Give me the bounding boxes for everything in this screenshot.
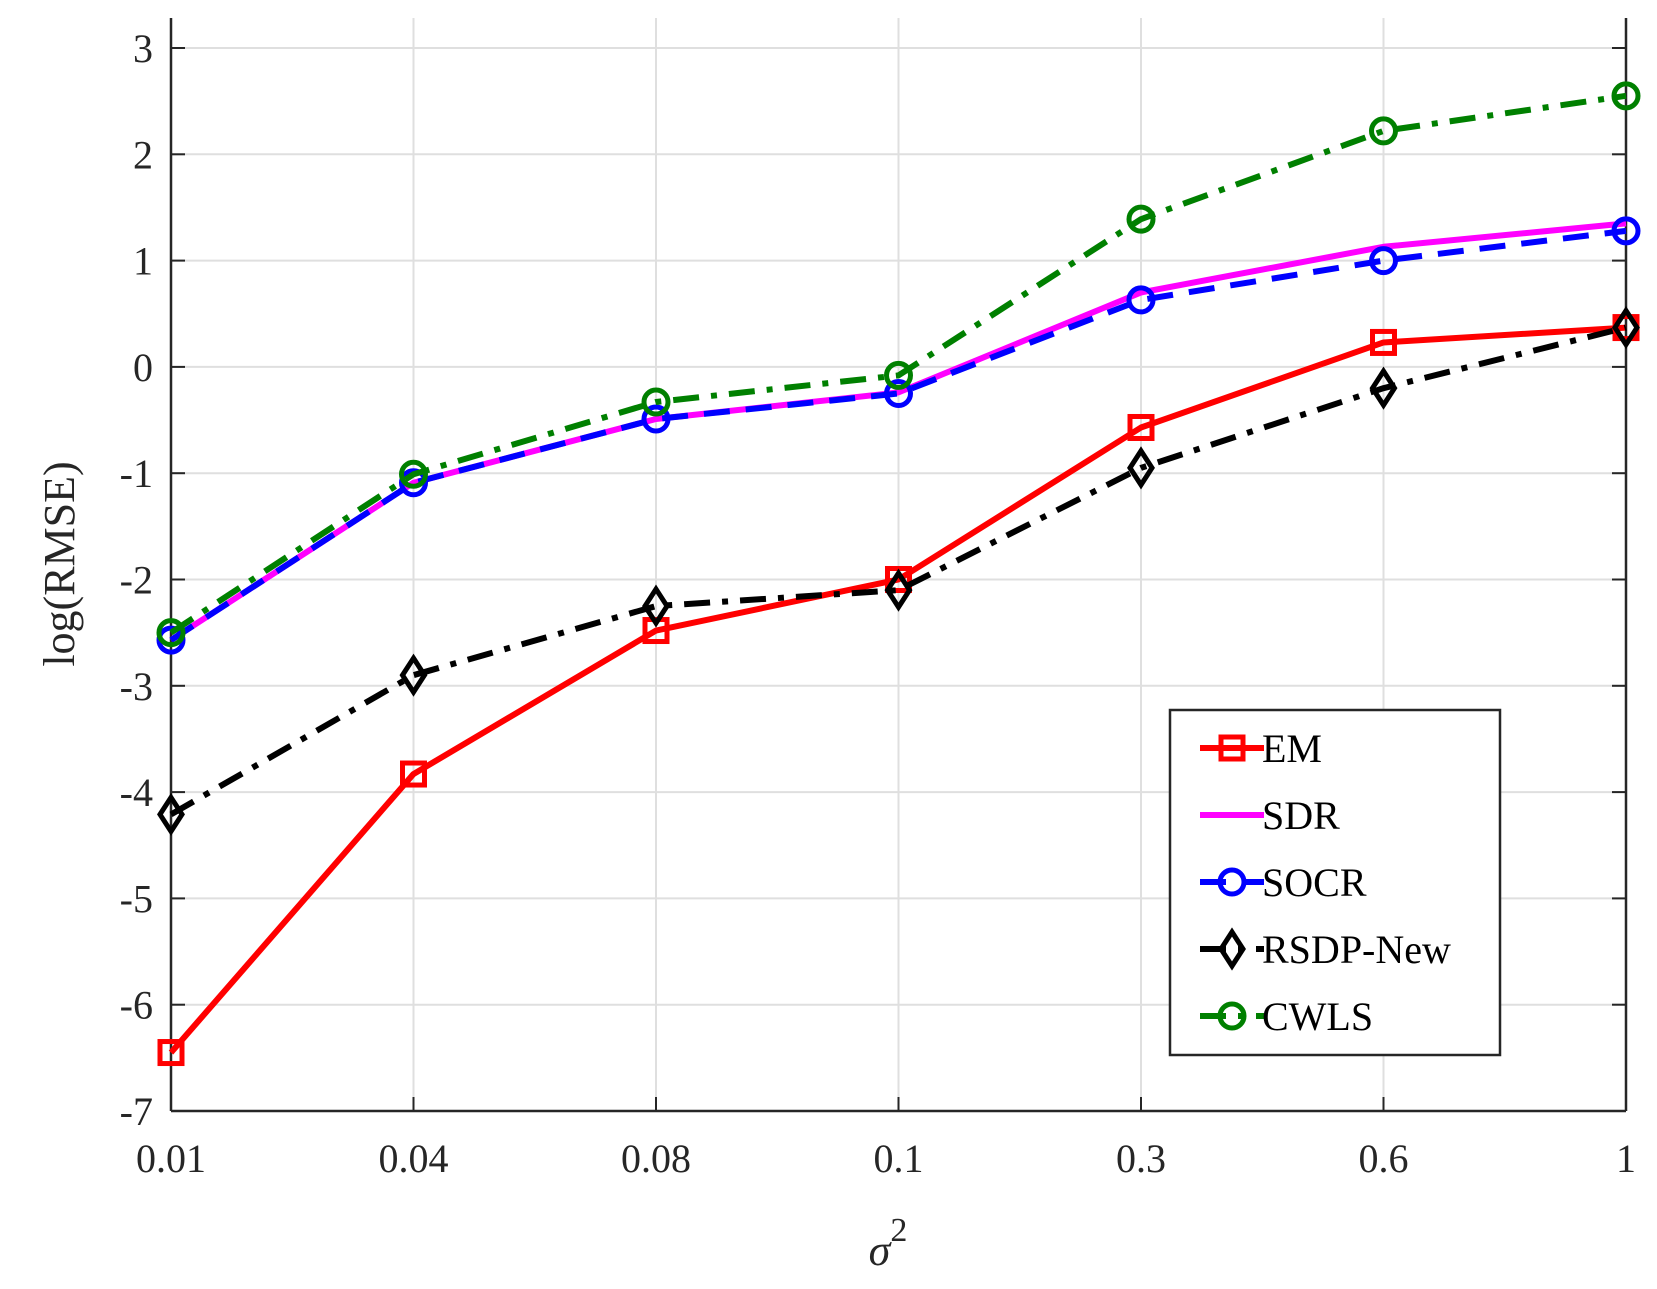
- data-point-socr: [641, 404, 671, 434]
- data-point-em: [400, 760, 427, 788]
- y-tick-label: -2: [120, 558, 153, 603]
- x-axis-label: σ2: [869, 1212, 908, 1275]
- y-tick-label: 3: [133, 26, 153, 71]
- y-tick-label: -5: [120, 876, 153, 921]
- legend-marker-rsdp-new: [1218, 927, 1246, 971]
- y-tick-label: -4: [120, 770, 153, 815]
- y-tick-label: -3: [120, 664, 153, 709]
- data-point-socr: [399, 468, 428, 498]
- legend-marker-socr: [1217, 867, 1247, 897]
- series-em: [157, 314, 1640, 1067]
- legend: EM SDR SOCR RSDP-New CWLS: [1168, 708, 1502, 1057]
- x-tick-label: 0.3: [1116, 1136, 1166, 1181]
- data-point-rsdp-new: [1127, 446, 1155, 490]
- axes: [169, 18, 1628, 1113]
- x-tick-label: 0.1: [874, 1136, 924, 1181]
- legend-label-sdr: SDR: [1262, 793, 1340, 838]
- x-tick-label: 0.6: [1359, 1136, 1409, 1181]
- x-tick-label: 1: [1616, 1136, 1636, 1181]
- legend-box: [1168, 708, 1502, 1057]
- data-point-cwls: [1611, 81, 1641, 111]
- data-point-cwls: [156, 618, 186, 648]
- data-point-rsdp-new: [884, 568, 913, 612]
- x-axis-superscript: 2: [890, 1212, 907, 1249]
- x-tick-label: 0.01: [136, 1136, 206, 1181]
- data-point-cwls: [1369, 116, 1398, 146]
- data-point-rsdp-new: [157, 792, 185, 837]
- data-point-rsdp-new: [399, 653, 428, 697]
- data-point-em: [1370, 328, 1397, 356]
- tick-labels: 0.01 0.04 0.08 0.1 0.3 0.6 1 3 2 1 0 -1 -2 -3 -4 -5 -6 -7: [120, 26, 1636, 1181]
- x-tick-label: 0.08: [621, 1136, 691, 1181]
- x-tick-label: 0.04: [379, 1136, 449, 1181]
- legend-label-cwls: CWLS: [1262, 994, 1373, 1039]
- y-tick-label: 1: [133, 239, 153, 284]
- legend-label-rsdp-new: RSDP-New: [1262, 927, 1451, 972]
- data-point-rsdp-new: [642, 584, 670, 628]
- data-point-cwls: [884, 360, 913, 390]
- series-group: [156, 81, 1641, 1067]
- legend-label-em: EM: [1262, 726, 1322, 771]
- y-tick-label: -6: [120, 983, 153, 1028]
- data-point-cwls: [641, 387, 671, 417]
- y-tick-label: 2: [133, 132, 153, 177]
- series-line-rsdp-new: [169, 324, 1627, 818]
- data-point-cwls: [1126, 204, 1156, 234]
- data-point-socr: [884, 378, 913, 408]
- data-point-cwls: [399, 459, 428, 489]
- legend-label-socr: SOCR: [1262, 860, 1367, 905]
- x-axis-symbol: σ: [869, 1226, 893, 1275]
- data-point-socr: [1126, 285, 1156, 315]
- y-tick-label: 0: [133, 345, 153, 390]
- y-axis-label: log(RMSE): [35, 461, 84, 666]
- data-point-socr: [1369, 246, 1398, 276]
- legend-marker-em: [1218, 734, 1246, 762]
- series-rsdp-new: [157, 305, 1640, 837]
- series-line-em: [168, 324, 1627, 1055]
- data-point-em: [885, 566, 912, 593]
- data-point-rsdp-new: [1612, 305, 1640, 350]
- data-point-em: [1127, 413, 1155, 441]
- y-tick-label: -1: [120, 451, 153, 496]
- series-line-cwls: [169, 92, 1627, 636]
- y-tick-label: -7: [120, 1089, 153, 1134]
- series-cwls: [156, 81, 1641, 648]
- data-point-rsdp-new: [1369, 366, 1398, 410]
- data-point-socr: [1611, 216, 1641, 246]
- data-point-em: [157, 1039, 185, 1067]
- legend-marker-cwls: [1217, 1001, 1247, 1031]
